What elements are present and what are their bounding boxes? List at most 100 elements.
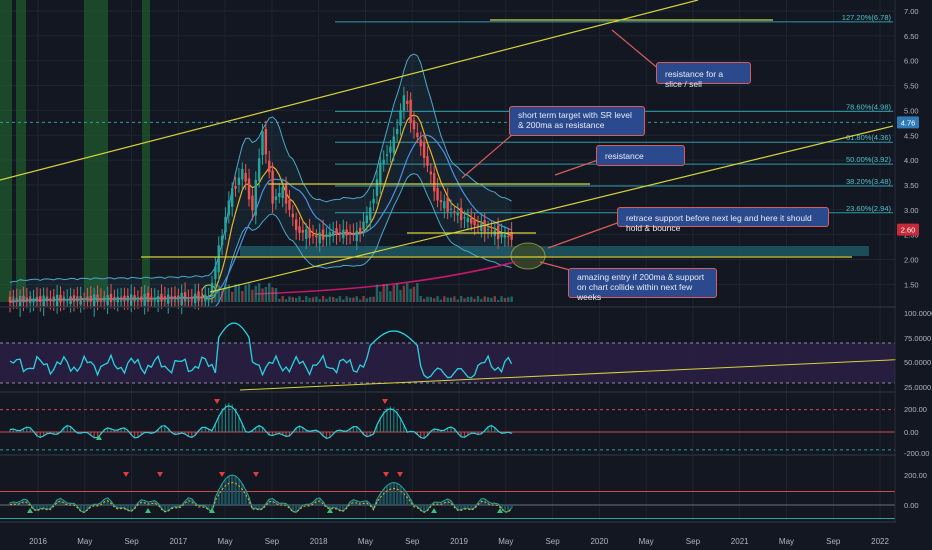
highlight-band [142,0,150,302]
volume-bar [177,296,180,302]
volume-bar [335,298,338,302]
volume-bar [315,296,318,302]
volume-bar [66,299,69,302]
candle-body [241,168,244,180]
volume-bar [429,296,433,302]
volume-bar [362,296,365,302]
time-axis[interactable]: 2016 May Sep 2017 May Sep 2018 May Sep 2019 May Sep… [0,523,932,550]
candle-body [416,132,419,138]
candle-body [281,186,284,199]
candle-body [389,146,392,153]
time-axis-label: Sep [545,537,560,546]
time-axis-label: May [77,537,92,546]
volume-bar [173,296,177,302]
annotation-amazing-entry[interactable]: amazing entry if 200ma & support on char… [568,268,717,302]
volume-bar [257,283,261,302]
annotation-text: resistance [605,151,644,161]
volume-bar [86,296,89,302]
volume-bar [389,291,392,302]
volume-bar [214,283,217,302]
wave-signal-line [9,481,512,513]
candle-body [496,225,500,240]
volume-bar [503,297,507,302]
volume-bar [25,299,29,302]
candle-body [237,177,241,185]
price-axis-label: 7.00 [904,7,919,16]
volume-bar [274,288,278,302]
volume-bar [271,287,274,302]
volume-bar [473,298,476,302]
candle-body [470,218,473,224]
candle-body [490,230,493,232]
rsi-band [0,343,895,383]
annotation-resistance-slice-sell[interactable]: resistance for a slice / sell [656,62,751,89]
annotation-connector [611,29,661,71]
volume-bar [123,299,126,302]
volume-bar [153,297,156,302]
volume-bar [72,298,76,302]
candle-body [321,229,325,240]
volume-bar [392,284,395,302]
volume-bar [200,296,204,302]
volume-bar [466,296,470,302]
fib-label: 61.80%(4.36) [846,133,892,142]
annotation-text: retrace support before next leg and here… [626,213,812,233]
candle-body [345,229,348,236]
volume-bar [264,286,268,302]
price-badge-label: 4.76 [901,118,916,127]
candle-body [247,178,251,200]
trendlines[interactable] [0,0,894,293]
volume-bar [412,286,416,302]
buy-signal-marker [209,508,215,513]
volume-bar [32,298,35,302]
annotation-connector [547,221,621,249]
highlight-band [16,0,26,302]
candle-body [510,231,513,240]
candle-body [271,170,274,204]
price-axis-label: 3.00 [904,206,919,215]
volume-bar [180,298,183,302]
price-badge [897,116,919,129]
rsi-line [9,322,513,379]
volume-bar [39,296,42,302]
price-axis[interactable]: 7.006.506.005.505.004.504.003.503.002.50… [896,0,932,550]
volume-bar [193,297,197,302]
volume-bar [163,299,167,302]
fib-label: 127.20%(6.78) [842,13,892,22]
candle-body [486,228,490,230]
time-axis-label: Sep [265,537,280,546]
rsi-panel [0,322,932,391]
time-axis-label: 2020 [590,537,608,546]
osc-axis-label: 200.00 [904,405,927,414]
annotation-short-term-target[interactable]: short term target with SR level & 200ma … [509,106,645,136]
candle-body [429,171,433,175]
price-badge [897,223,919,236]
volume-bar [476,296,480,302]
candle-body [140,296,143,300]
candle-body [352,233,355,235]
volume-bar [308,297,311,302]
volume-bar [490,297,493,302]
volume-bar [140,298,143,302]
candle-body [294,219,298,230]
annotation-retrace-support[interactable]: retrace support before next leg and here… [617,207,829,233]
volume-bar [446,297,449,302]
annotation-resistance[interactable]: resistance [596,145,685,166]
volume-bar [241,290,244,302]
annotation-connector [539,261,571,271]
time-axis-label: Sep [405,537,420,546]
time-axis-label: May [498,537,513,546]
candle-body [382,159,385,164]
candle-body [358,227,362,233]
volume-bar [395,283,399,302]
candle-body [274,196,278,201]
candle-body [288,199,291,210]
volume-bar [106,299,109,302]
candle-body [459,207,463,221]
osc-axis-label: 0.00 [904,428,919,437]
candle-body [328,232,332,237]
candle-body [422,142,426,159]
volume-bar [220,290,224,302]
trendline [0,0,699,181]
